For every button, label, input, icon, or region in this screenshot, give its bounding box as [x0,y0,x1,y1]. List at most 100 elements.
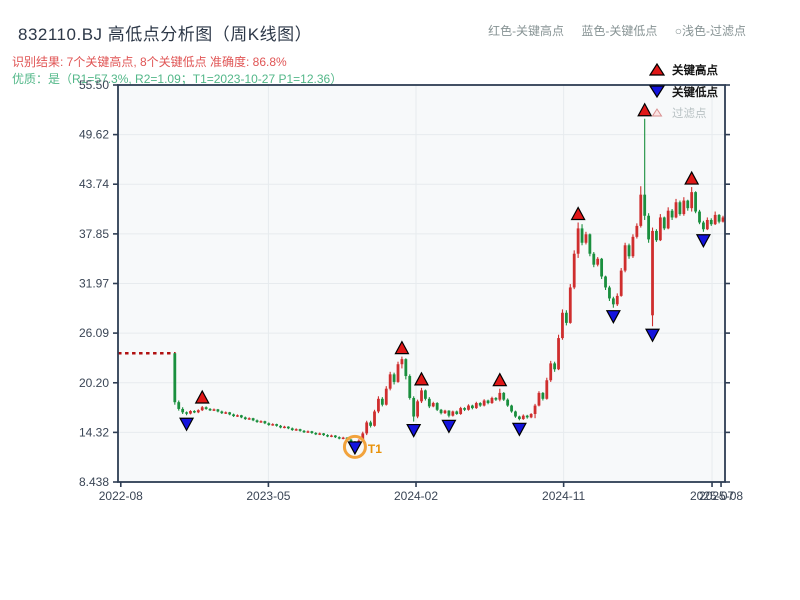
candle-body [302,430,306,433]
candle-body [189,411,192,414]
candle-body [514,411,517,417]
candle-body [216,409,220,412]
candle-body [330,435,333,437]
candle-body [584,234,588,243]
key-high-marker [684,170,700,185]
candle-body [271,424,275,426]
candle-body [517,416,521,420]
candle-body [400,359,404,365]
candle-body [631,236,635,257]
candle-body [236,415,239,417]
candle-body [212,409,216,411]
candle-body [674,202,678,218]
candle-body [568,287,572,323]
candle-body [373,411,376,426]
candle-body [459,408,463,414]
candle-body [553,363,557,370]
axis-label: 2025-08 [699,489,743,503]
candle-body [694,192,697,212]
candle-body [294,429,298,431]
candle-body [678,202,682,215]
candle-body [498,392,502,400]
candle-body [286,426,290,429]
axis-label: 2023-05 [246,489,290,503]
legend-low-icon [648,85,666,99]
candle-body [388,374,392,389]
candle-body [349,439,353,442]
axis-label: 43.74 [79,177,109,191]
candle-body [185,412,188,414]
candle-body [314,432,318,435]
candle-body [670,210,674,218]
candle-body [263,421,267,424]
candle-body [208,408,212,411]
key-low-marker [695,234,711,249]
axis-label: 31.97 [79,276,109,290]
candle-body [204,407,208,409]
candle-body [486,400,490,404]
candle-body [279,425,282,428]
candle-body [709,219,713,225]
candle-body [431,403,435,407]
candle-body [533,405,537,414]
candle-body [545,380,549,399]
candle-body [721,217,725,222]
candle-body [525,415,529,418]
key-low-marker [511,422,527,437]
candle-body [510,405,513,412]
axis-label: 55.50 [79,78,109,92]
candle-body [651,230,654,316]
candle-body [596,258,600,265]
key-low-marker [645,328,661,343]
candle-body [521,415,525,420]
candle-body [611,298,615,305]
candle-body [318,433,322,435]
axis-label: 37.85 [79,227,109,241]
candle-body [196,410,200,413]
candle-body [549,363,553,381]
axis-label: 49.62 [79,128,109,142]
legend-label: 过滤点 [672,107,707,120]
candle-body [635,225,639,237]
candle-body [439,409,443,414]
candle-body [306,431,310,433]
candle-body [541,392,545,399]
color-key-note: 红色-关键高点 蓝色-关键低点 ○浅色-过滤点 [474,22,746,39]
candle-body [259,421,263,423]
candle-body [255,420,259,423]
candle-body [643,194,647,216]
candle-body [698,211,701,223]
candle-body [455,411,459,414]
candle-body [561,312,564,339]
candle-body [380,398,384,405]
candle-body [322,433,326,436]
candle-body [576,228,580,254]
candle-body [658,217,662,241]
candle-body [592,253,596,265]
axis-label: 2024-02 [394,489,438,503]
candle-body [369,422,372,426]
candle-body [377,398,380,412]
key-low-marker [347,441,363,456]
key-high-marker [394,340,410,355]
candle-body [474,403,478,409]
axis-label: 2022-08 [99,489,143,503]
candle-body [192,411,196,413]
candle-body [420,390,423,402]
candle-body [537,392,541,406]
candle-body [333,435,337,438]
candle-body [580,228,584,243]
candle-body [220,411,224,414]
legend-label: 关键低点 [672,85,718,99]
candle-body [412,397,416,417]
note-key-high: 红色-关键高点 [488,24,565,38]
candle-body [224,412,228,414]
candle-body [494,397,498,400]
axis-label: 14.32 [79,425,109,439]
candle-body [443,410,447,414]
candle-body [600,258,604,277]
candle-body [365,422,369,434]
t1-label: T1 [368,442,382,456]
candle-body [275,424,279,426]
